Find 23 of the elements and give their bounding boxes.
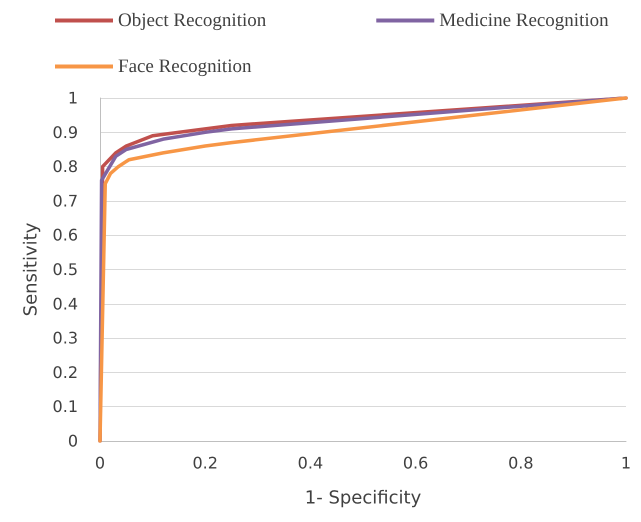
x-tick-label: 0.6 bbox=[402, 454, 428, 472]
x-tick-label: 0.2 bbox=[192, 454, 218, 472]
line-series bbox=[98, 96, 628, 443]
y-tick-label: 0.1 bbox=[52, 397, 78, 416]
x-tick-label: 0.4 bbox=[298, 454, 324, 472]
y-tick-label: 0.6 bbox=[52, 226, 78, 245]
y-tick-label: 0.5 bbox=[52, 260, 78, 279]
y-tick-label: 1 bbox=[68, 88, 78, 108]
y-tick-label: 0.2 bbox=[52, 362, 78, 382]
legend-label: Object Recognition bbox=[118, 10, 267, 31]
y-tick-label: 0.3 bbox=[52, 328, 78, 348]
x-tick-label: 0.8 bbox=[508, 454, 534, 472]
y-tick-label: 0.8 bbox=[52, 157, 78, 176]
y-axis-title: Sensitivity bbox=[20, 222, 42, 316]
y-tick-label: 0 bbox=[68, 432, 78, 450]
legend-label: Medicine Recognition bbox=[439, 10, 610, 31]
y-tick-label: 0.7 bbox=[52, 191, 78, 210]
y-tick-label: 0.4 bbox=[52, 294, 78, 314]
x-tick-label: 1 bbox=[620, 454, 632, 472]
x-tick-label: 0 bbox=[94, 454, 106, 472]
legend-label: Face Recognition bbox=[118, 56, 252, 77]
x-axis-title: 1- Specificity bbox=[304, 488, 422, 508]
y-tick-label: 0.9 bbox=[52, 122, 78, 142]
